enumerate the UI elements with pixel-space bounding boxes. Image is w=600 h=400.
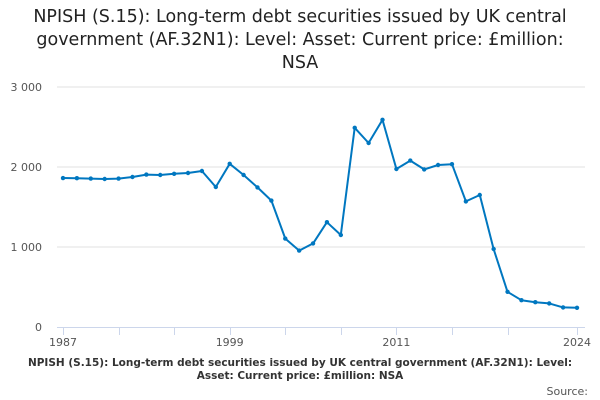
x-tick-label: 1987 <box>49 336 77 349</box>
data-point <box>199 168 205 174</box>
data-point <box>491 246 496 252</box>
data-point <box>421 167 427 172</box>
data-point <box>130 174 135 180</box>
data-point <box>283 236 288 241</box>
chart-title: NPISH (S.15): Long-term debt securities … <box>33 7 567 73</box>
y-tick-label: 3 000 <box>11 81 43 94</box>
data-point <box>255 185 260 190</box>
data-point <box>241 172 246 178</box>
data-point <box>88 176 93 181</box>
y-tick-label: 2 000 <box>11 161 43 174</box>
y-tick-label: 1 000 <box>11 241 43 254</box>
data-point <box>505 289 510 294</box>
data-point <box>269 198 274 203</box>
data-point <box>366 140 371 146</box>
data-point <box>60 175 66 181</box>
chart-caption: NPISH (S.15): Long-term debt securities … <box>27 357 573 382</box>
data-point <box>380 117 385 123</box>
data-point <box>296 248 302 253</box>
data-point <box>477 192 482 198</box>
series-line <box>62 118 578 309</box>
data-point <box>574 305 580 310</box>
y-tick-label: 0 <box>35 321 42 334</box>
x-tick-label: 1999 <box>216 336 244 349</box>
data-point <box>408 158 413 163</box>
data-point <box>352 125 357 130</box>
x-tick-label: 2011 <box>382 336 410 349</box>
source-label: Source: <box>546 385 589 398</box>
data-point <box>158 172 163 178</box>
data-point <box>533 300 538 305</box>
data-point <box>547 301 552 306</box>
data-point <box>449 162 455 167</box>
data-point <box>116 176 121 181</box>
data-point <box>435 162 441 168</box>
data-point <box>310 241 316 246</box>
data-point <box>74 176 80 181</box>
data-point <box>213 184 219 190</box>
x-tick-label: 2024 <box>563 336 591 349</box>
line-chart: 0 1 000 2 000 3 000 1987 1999 2011 2024 <box>11 81 592 349</box>
data-point <box>463 199 469 204</box>
data-point <box>227 161 232 166</box>
data-point <box>560 305 566 310</box>
data-point <box>394 166 399 172</box>
data-point <box>324 220 330 225</box>
data-point <box>102 176 107 182</box>
data-point <box>144 172 149 177</box>
data-point <box>185 170 191 176</box>
data-point <box>519 298 524 303</box>
data-point <box>338 232 344 238</box>
data-point <box>171 171 177 176</box>
